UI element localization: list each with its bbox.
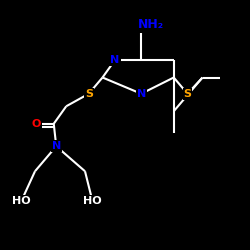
Text: S: S bbox=[85, 89, 93, 99]
Text: S: S bbox=[184, 89, 192, 99]
Text: N: N bbox=[136, 89, 146, 99]
Text: HO: HO bbox=[12, 196, 30, 206]
Text: NH₂: NH₂ bbox=[138, 18, 164, 32]
Text: N: N bbox=[110, 55, 120, 65]
Text: N: N bbox=[52, 141, 61, 151]
Text: HO: HO bbox=[83, 196, 102, 206]
Text: O: O bbox=[32, 119, 41, 129]
